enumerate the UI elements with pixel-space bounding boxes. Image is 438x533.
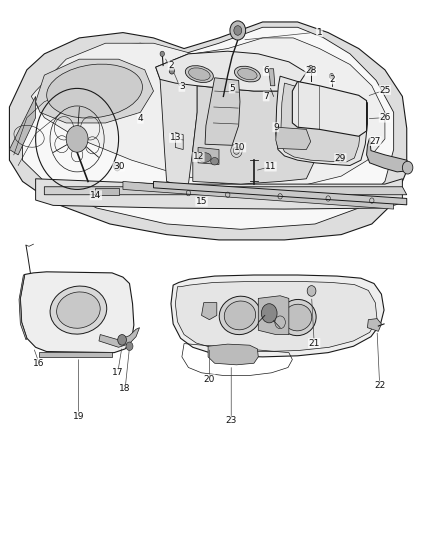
Ellipse shape [185, 66, 213, 83]
Polygon shape [367, 319, 381, 332]
Circle shape [126, 342, 133, 351]
Text: 30: 30 [113, 162, 124, 171]
Ellipse shape [57, 292, 100, 328]
Circle shape [261, 304, 277, 323]
Text: 9: 9 [273, 123, 279, 132]
Polygon shape [269, 69, 275, 86]
Text: 29: 29 [335, 154, 346, 163]
Text: 27: 27 [370, 136, 381, 146]
Polygon shape [171, 275, 384, 357]
Polygon shape [367, 138, 410, 172]
Polygon shape [205, 78, 240, 146]
Text: 5: 5 [229, 84, 235, 93]
Circle shape [308, 66, 313, 72]
Polygon shape [35, 59, 153, 123]
Text: 15: 15 [196, 197, 207, 206]
Text: 26: 26 [379, 113, 391, 122]
Text: 11: 11 [265, 162, 276, 171]
Ellipse shape [238, 68, 257, 80]
Text: 3: 3 [179, 82, 185, 91]
Ellipse shape [279, 300, 316, 336]
Text: 12: 12 [193, 152, 204, 161]
Circle shape [307, 286, 316, 296]
Circle shape [337, 154, 344, 163]
Polygon shape [153, 181, 407, 205]
Ellipse shape [50, 286, 107, 334]
Text: 28: 28 [305, 67, 316, 75]
Circle shape [234, 26, 242, 35]
Polygon shape [22, 27, 394, 229]
Polygon shape [258, 296, 289, 335]
Ellipse shape [283, 304, 312, 331]
Text: 16: 16 [33, 359, 45, 368]
Polygon shape [95, 188, 119, 195]
Circle shape [329, 74, 334, 79]
Text: 1: 1 [317, 28, 322, 37]
Ellipse shape [224, 301, 256, 330]
Polygon shape [44, 187, 407, 195]
Circle shape [118, 335, 127, 345]
Ellipse shape [189, 68, 210, 80]
Text: 25: 25 [379, 85, 391, 94]
Text: 13: 13 [170, 133, 181, 142]
Text: 2: 2 [330, 75, 336, 84]
Text: 21: 21 [308, 338, 320, 348]
Polygon shape [35, 179, 403, 209]
Text: 6: 6 [263, 67, 269, 75]
Polygon shape [155, 51, 306, 91]
Circle shape [114, 163, 121, 171]
Text: 22: 22 [374, 381, 385, 390]
Polygon shape [10, 96, 35, 155]
Ellipse shape [199, 153, 211, 163]
Ellipse shape [234, 66, 260, 82]
Polygon shape [193, 86, 315, 184]
Polygon shape [10, 22, 407, 240]
Polygon shape [276, 76, 367, 165]
Circle shape [66, 126, 88, 152]
Polygon shape [198, 148, 219, 165]
Text: 2: 2 [168, 61, 174, 70]
Text: 14: 14 [90, 191, 102, 200]
Text: 18: 18 [120, 384, 131, 393]
Text: 19: 19 [73, 412, 84, 421]
Polygon shape [276, 127, 311, 150]
Polygon shape [175, 281, 377, 352]
Text: 10: 10 [234, 143, 246, 152]
Circle shape [169, 68, 174, 74]
Circle shape [275, 316, 286, 329]
Polygon shape [99, 328, 140, 348]
Polygon shape [281, 83, 361, 163]
Text: 7: 7 [263, 92, 269, 101]
Ellipse shape [211, 158, 219, 165]
Polygon shape [292, 82, 367, 136]
Text: 17: 17 [112, 368, 124, 377]
Circle shape [233, 147, 240, 155]
Polygon shape [39, 352, 112, 357]
Polygon shape [201, 303, 217, 320]
Text: 4: 4 [138, 114, 143, 123]
Polygon shape [123, 181, 394, 209]
Polygon shape [19, 274, 27, 340]
Circle shape [160, 51, 164, 56]
Circle shape [230, 21, 246, 40]
Polygon shape [20, 272, 134, 353]
Ellipse shape [47, 64, 142, 118]
Ellipse shape [219, 296, 261, 335]
Polygon shape [31, 38, 385, 187]
Text: 20: 20 [204, 375, 215, 384]
Polygon shape [155, 54, 197, 184]
Circle shape [403, 161, 413, 174]
Text: 23: 23 [226, 416, 237, 425]
Polygon shape [208, 344, 258, 365]
